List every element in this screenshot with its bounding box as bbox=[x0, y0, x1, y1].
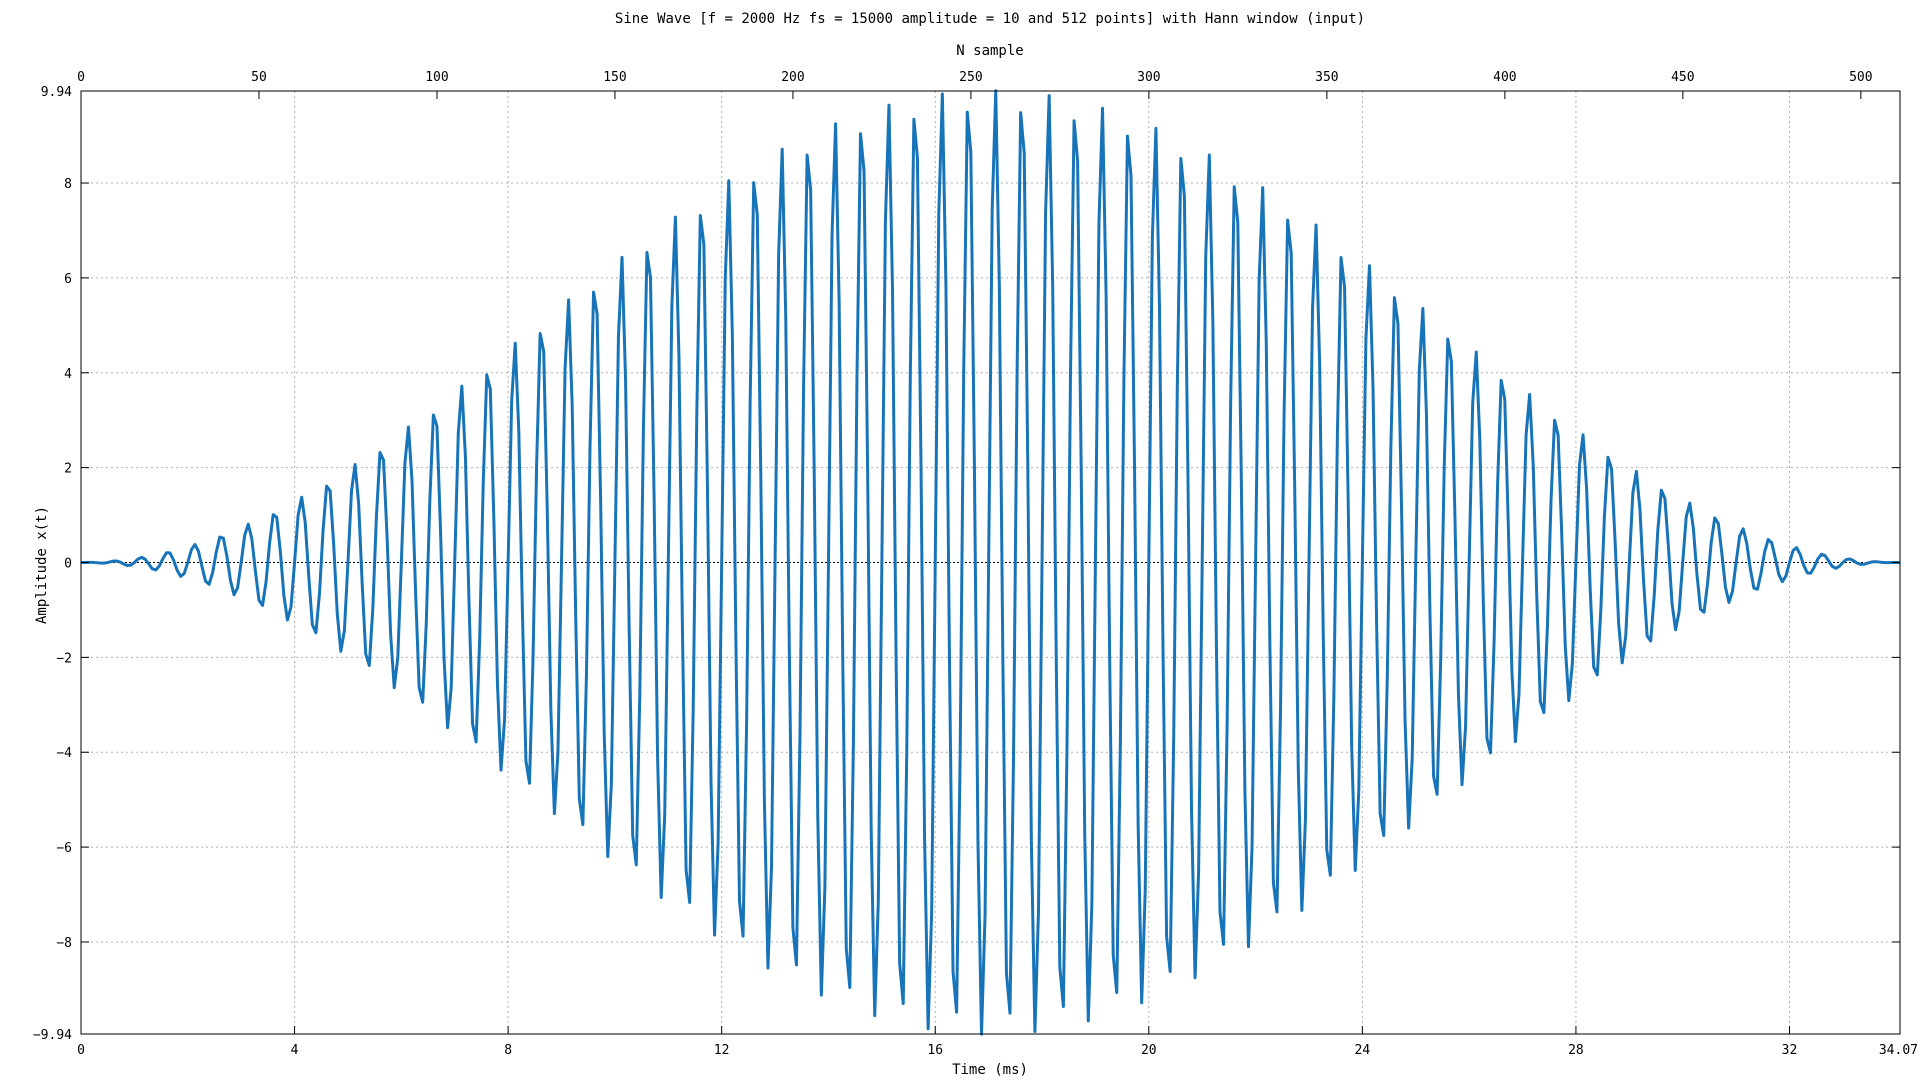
x-tick-label: 34.07 bbox=[1879, 1043, 1918, 1058]
top-x-axis-title: N sample bbox=[956, 43, 1023, 59]
x2-tick-label: 100 bbox=[425, 70, 448, 85]
x-tick-label: 12 bbox=[714, 1043, 730, 1058]
y-axis-title: Amplitude x(t) bbox=[34, 506, 50, 624]
x2-tick-label: 200 bbox=[781, 70, 804, 85]
x2-tick-label: 500 bbox=[1849, 70, 1872, 85]
x2-tick-label: 0 bbox=[77, 70, 85, 85]
y-tick-label: 0 bbox=[64, 557, 72, 572]
x2-tick-label: 150 bbox=[603, 70, 626, 85]
y-tick-label: −6 bbox=[56, 841, 72, 856]
x-tick-label: 20 bbox=[1141, 1043, 1157, 1058]
x2-tick-label: 350 bbox=[1315, 70, 1338, 85]
x-tick-label: 8 bbox=[504, 1043, 512, 1058]
x-tick-label: 28 bbox=[1568, 1043, 1584, 1058]
y-tick-label: 6 bbox=[64, 272, 72, 287]
x-tick-label: 24 bbox=[1355, 1043, 1371, 1058]
y-tick-label: 8 bbox=[64, 177, 72, 192]
axis-ticks: 0 4 8 12 16 20 24 28 32 34.070 50 100 150 200 250 300 35… bbox=[33, 70, 1918, 1058]
chart-title: Sine Wave [f = 2000 Hz fs = 15000 amplit… bbox=[615, 11, 1365, 27]
x2-tick-label: 250 bbox=[959, 70, 982, 85]
y-tick-label: 2 bbox=[64, 462, 72, 477]
x-tick-label: 0 bbox=[77, 1043, 85, 1058]
x-axis-title: Time (ms) bbox=[952, 1062, 1028, 1078]
x-tick-label: 32 bbox=[1782, 1043, 1798, 1058]
x2-tick-label: 50 bbox=[251, 70, 267, 85]
series-layer bbox=[80, 89, 1900, 1036]
x2-tick-label: 300 bbox=[1137, 70, 1160, 85]
y-tick-label: −9.94 bbox=[33, 1028, 72, 1043]
x-tick-label: 16 bbox=[927, 1043, 943, 1058]
x2-tick-label: 400 bbox=[1493, 70, 1516, 85]
x2-tick-label: 450 bbox=[1671, 70, 1694, 85]
y-tick-label: 4 bbox=[64, 367, 72, 382]
y-tick-label: −4 bbox=[56, 746, 72, 761]
signal-line bbox=[80, 89, 1900, 1036]
y-tick-label: −2 bbox=[56, 651, 72, 666]
x-tick-label: 4 bbox=[291, 1043, 299, 1058]
y-tick-label: 9.94 bbox=[41, 85, 72, 100]
y-tick-label: −8 bbox=[56, 936, 72, 951]
